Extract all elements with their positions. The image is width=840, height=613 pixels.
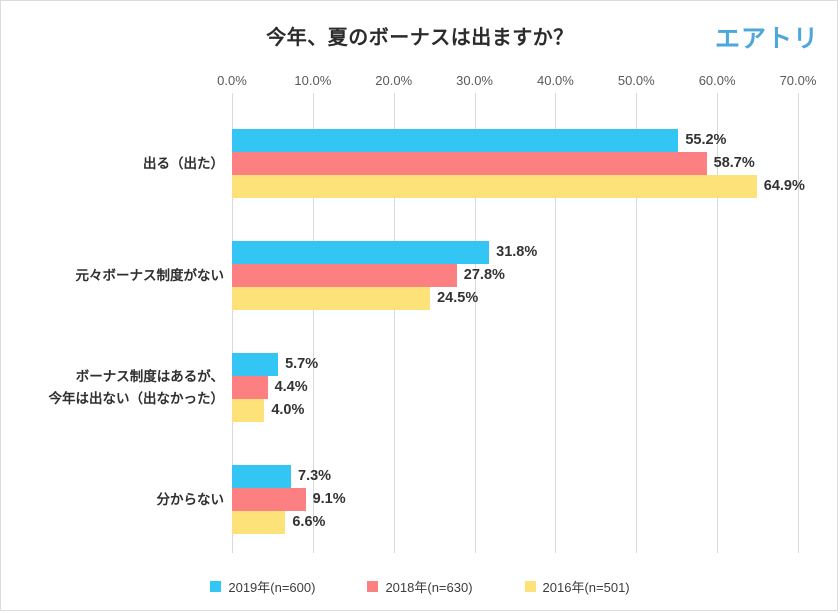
bar[interactable] xyxy=(232,353,279,376)
x-axis-tick-labels: 0.0% 10.0% 20.0% 30.0% 40.0% 50.0% 60.0% 70.0% xyxy=(1,73,839,93)
bar[interactable] xyxy=(232,129,679,152)
category-label: 元々ボーナス制度がない xyxy=(75,267,225,283)
x-axis-tick-label: 70.0% xyxy=(779,73,817,88)
bar[interactable] xyxy=(232,488,306,511)
bar-value-label: 58.7% xyxy=(713,155,755,171)
bar-value-label: 4.4% xyxy=(274,379,308,395)
legend-swatch-icon xyxy=(210,581,222,592)
x-axis-tick-label: 10.0% xyxy=(294,73,332,88)
bar-value-label: 7.3% xyxy=(298,468,332,484)
gridline xyxy=(474,93,476,553)
category-label: 出る（出た） xyxy=(143,155,224,171)
x-axis-tick-label: 50.0% xyxy=(617,73,655,88)
legend-item[interactable]: 2018年(n=630) xyxy=(367,577,473,596)
gridline xyxy=(232,93,233,553)
gridline xyxy=(312,93,314,553)
chart-legend: 2019年(n=600) 2018年(n=630) 2016年(n=501) xyxy=(1,577,839,596)
x-axis-tick-label: 60.0% xyxy=(698,73,736,88)
bar[interactable] xyxy=(232,376,268,399)
bar-value-label: 4.0% xyxy=(271,402,305,418)
bar[interactable] xyxy=(232,264,457,287)
bar[interactable] xyxy=(232,511,286,534)
gridline xyxy=(717,93,719,553)
gridline xyxy=(636,93,638,553)
legend-label: 2019年(n=600) xyxy=(228,580,316,595)
bar[interactable] xyxy=(232,287,431,310)
bar[interactable] xyxy=(232,241,490,264)
bar-value-label: 64.9% xyxy=(763,178,805,194)
legend-swatch-icon xyxy=(524,581,536,592)
bar[interactable] xyxy=(232,175,757,198)
x-axis-tick-label: 0.0% xyxy=(217,73,247,88)
gridline xyxy=(393,93,395,553)
chart-title: 今年、夏のボーナスは出ますか？ xyxy=(266,27,574,49)
legend-label: 2018年(n=630) xyxy=(385,580,473,595)
bar-value-label: 9.1% xyxy=(312,491,346,507)
bar[interactable] xyxy=(232,399,265,422)
gridline xyxy=(555,93,557,553)
x-axis-tick-label: 40.0% xyxy=(536,73,574,88)
bar-value-label: 27.8% xyxy=(463,267,505,283)
legend-label: 2016年(n=501) xyxy=(542,580,630,595)
bar-value-label: 55.2% xyxy=(685,132,727,148)
brand-logo: エアトリ xyxy=(714,25,819,53)
bar-value-label: 6.6% xyxy=(292,514,326,530)
bar[interactable] xyxy=(232,152,707,175)
legend-item[interactable]: 2019年(n=600) xyxy=(210,577,315,596)
category-label: 分からない xyxy=(156,491,225,507)
bar-value-label: 24.5% xyxy=(437,290,479,306)
category-label: ボーナス制度はあるが、 今年は出ない（出なかった） xyxy=(48,368,225,406)
plot-area: 55.2% 58.7% 64.9% 31.8% 27.8% 24.5% 5.7% 4.4% 4.… xyxy=(232,93,805,553)
legend-swatch-icon xyxy=(367,581,379,592)
legend-item[interactable]: 2016年(n=501) xyxy=(524,577,630,596)
bar[interactable] xyxy=(232,465,292,488)
x-axis-tick-label: 30.0% xyxy=(456,73,493,88)
bar-value-label: 5.7% xyxy=(285,356,319,372)
gridline xyxy=(798,93,799,553)
x-axis-tick-label: 20.0% xyxy=(375,73,413,88)
bar-value-label: 31.8% xyxy=(496,244,538,260)
